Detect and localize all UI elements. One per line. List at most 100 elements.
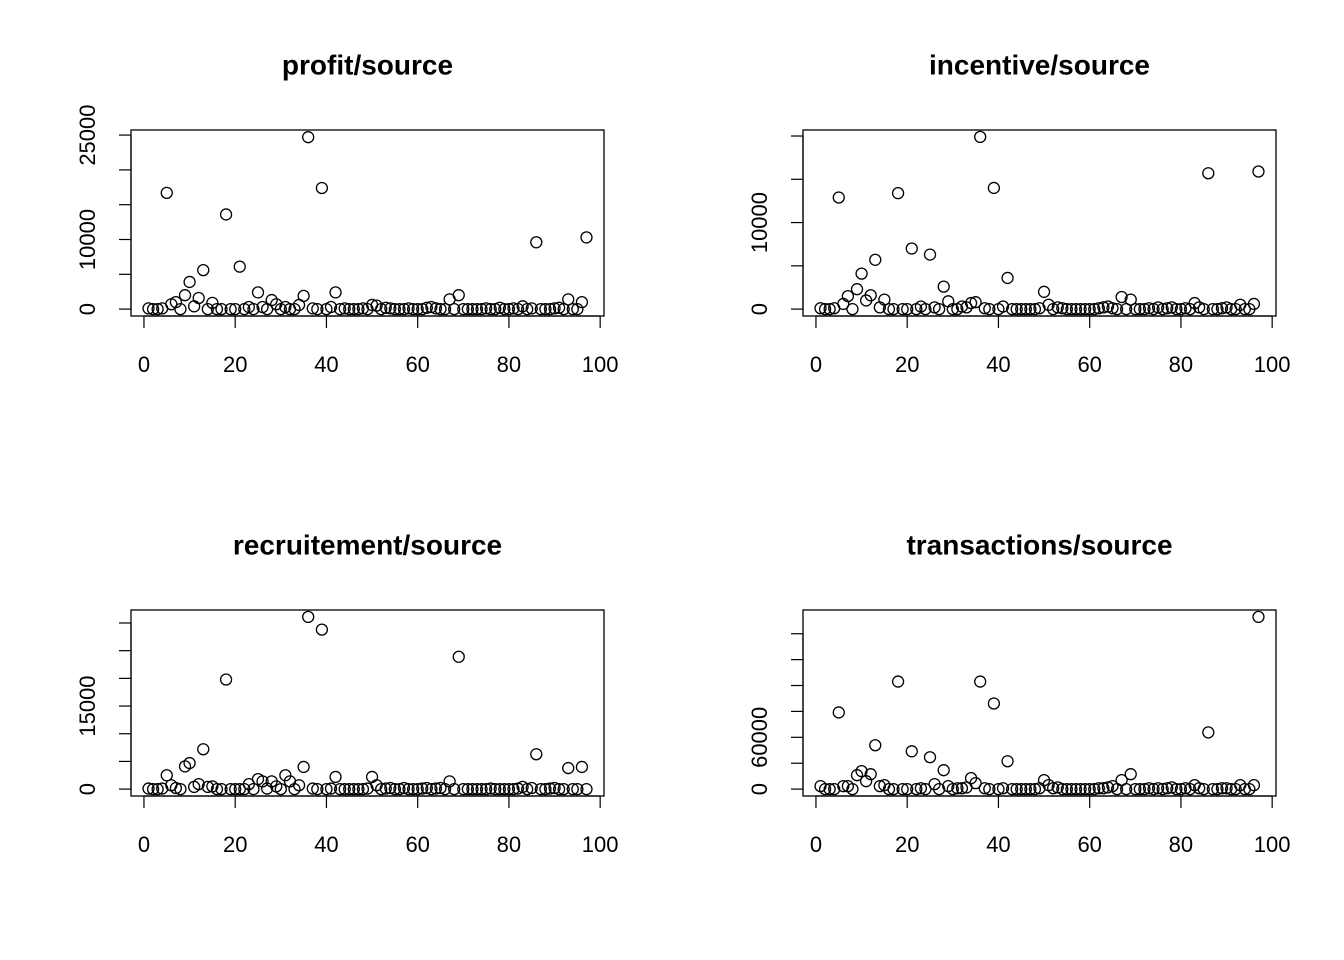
point xyxy=(814,302,827,315)
point xyxy=(1133,782,1147,796)
x-tick-label: 0 xyxy=(810,352,822,377)
point xyxy=(887,302,900,316)
point xyxy=(832,191,845,204)
point xyxy=(1161,782,1174,795)
point xyxy=(338,782,351,796)
point xyxy=(534,782,548,796)
point xyxy=(1074,302,1087,316)
point xyxy=(575,295,589,309)
point xyxy=(192,291,205,305)
point xyxy=(457,782,470,796)
point xyxy=(306,302,319,315)
point xyxy=(987,181,1001,195)
point xyxy=(1129,302,1142,316)
point xyxy=(1215,302,1229,315)
point xyxy=(1188,296,1201,310)
x-tick-label: 40 xyxy=(314,832,338,857)
point xyxy=(992,782,1005,796)
y-tick-label: 60000 xyxy=(747,707,772,768)
point xyxy=(302,610,315,624)
point xyxy=(937,280,950,293)
point xyxy=(393,782,406,796)
point xyxy=(406,302,420,316)
point xyxy=(311,782,324,796)
point xyxy=(575,760,589,774)
point xyxy=(160,769,173,782)
point xyxy=(566,782,579,796)
point xyxy=(292,779,306,792)
point xyxy=(233,260,246,273)
y-tick-label: 10000 xyxy=(75,209,100,270)
point xyxy=(397,781,411,795)
point xyxy=(229,302,242,316)
point xyxy=(562,761,575,775)
point xyxy=(484,302,497,316)
point xyxy=(525,781,538,795)
point xyxy=(224,782,237,796)
point xyxy=(1078,302,1092,316)
point xyxy=(864,768,877,781)
point xyxy=(923,248,937,261)
point xyxy=(580,782,593,796)
point xyxy=(987,697,1001,710)
point xyxy=(229,782,242,796)
point xyxy=(379,301,392,314)
point xyxy=(375,782,388,796)
chart-title: profit/source xyxy=(282,49,453,80)
point xyxy=(548,302,561,315)
x-tick-label: 40 xyxy=(314,352,338,377)
point xyxy=(329,770,342,784)
chart-title: recruitement/source xyxy=(233,529,502,560)
x-tick-label: 100 xyxy=(582,832,619,857)
point xyxy=(864,289,877,302)
point xyxy=(1010,302,1023,316)
point xyxy=(274,782,287,796)
point xyxy=(507,782,520,796)
point xyxy=(498,782,511,796)
point xyxy=(1238,302,1251,316)
point xyxy=(855,267,868,280)
point xyxy=(974,130,987,144)
x-tick-label: 20 xyxy=(223,352,247,377)
point xyxy=(247,302,260,316)
point xyxy=(1147,782,1160,796)
point xyxy=(923,751,937,764)
point xyxy=(1247,297,1261,311)
point xyxy=(470,782,484,796)
x-tick-label: 0 xyxy=(810,832,822,857)
point xyxy=(311,302,324,316)
point xyxy=(1138,782,1151,796)
point xyxy=(905,745,918,758)
point xyxy=(174,302,187,316)
point xyxy=(315,623,329,636)
point xyxy=(343,782,356,796)
point xyxy=(1229,302,1242,316)
point xyxy=(932,782,946,796)
point xyxy=(1197,782,1210,796)
point xyxy=(429,302,443,315)
point xyxy=(151,302,164,316)
point xyxy=(142,302,155,315)
point xyxy=(146,302,160,316)
point xyxy=(914,782,928,795)
point xyxy=(891,186,905,200)
point xyxy=(910,782,923,796)
point xyxy=(905,242,918,255)
point xyxy=(978,302,991,315)
point xyxy=(397,302,411,316)
point xyxy=(197,743,210,756)
point xyxy=(470,302,484,316)
point xyxy=(932,302,946,316)
point xyxy=(525,302,538,315)
point xyxy=(1069,302,1083,316)
point xyxy=(201,780,214,794)
point xyxy=(919,782,932,796)
point xyxy=(169,781,183,795)
point xyxy=(1051,301,1064,314)
point xyxy=(343,302,356,316)
point xyxy=(1156,302,1169,316)
point xyxy=(219,673,233,686)
x-tick-label: 100 xyxy=(1254,352,1291,377)
point xyxy=(288,782,301,796)
point xyxy=(1151,782,1165,795)
